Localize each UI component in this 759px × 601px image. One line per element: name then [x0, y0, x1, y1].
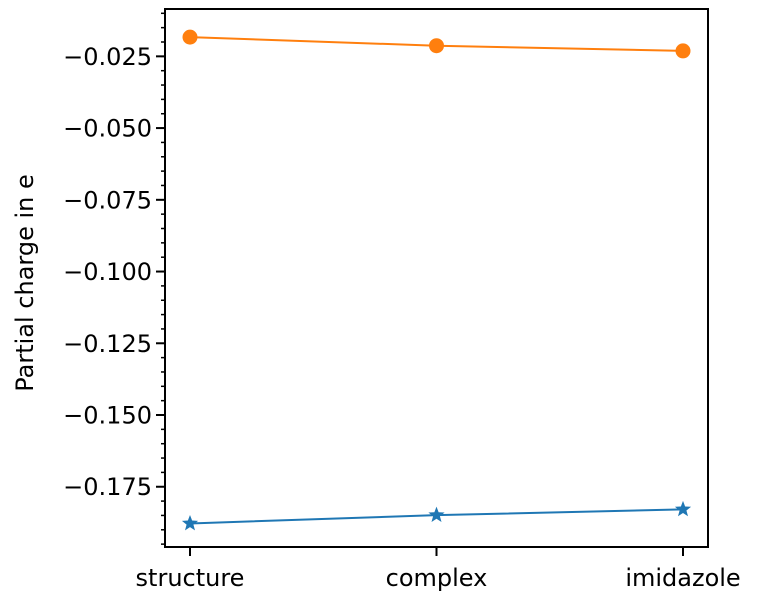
- y-tick-label: −0.100: [63, 258, 152, 286]
- x-ticks: structure complex imidazole: [136, 547, 741, 592]
- y-axis-label: Partial charge in e: [11, 174, 39, 392]
- data-point: [674, 500, 692, 517]
- x-tick-label: complex: [386, 564, 488, 592]
- plot-frame: [164, 8, 709, 548]
- data-point: [429, 38, 444, 54]
- data-point: [428, 506, 445, 523]
- x-tick-label: structure: [136, 564, 245, 592]
- x-tick-label: imidazole: [625, 564, 740, 592]
- data-point: [182, 29, 198, 45]
- y-tick-label: −0.050: [63, 115, 152, 143]
- series-layer: [181, 29, 692, 531]
- y-tick-label: −0.150: [63, 402, 152, 430]
- y-tick-label: −0.125: [63, 330, 152, 358]
- y-major-ticks: −0.025 −0.050 −0.075 −0.100 −0.125 −0.150 −0.1…: [63, 43, 165, 501]
- y-tick-label: −0.025: [63, 43, 152, 71]
- y-tick-label: −0.175: [63, 473, 152, 501]
- data-point: [181, 514, 199, 531]
- y-tick-label: −0.075: [63, 186, 152, 214]
- data-point: [675, 43, 691, 59]
